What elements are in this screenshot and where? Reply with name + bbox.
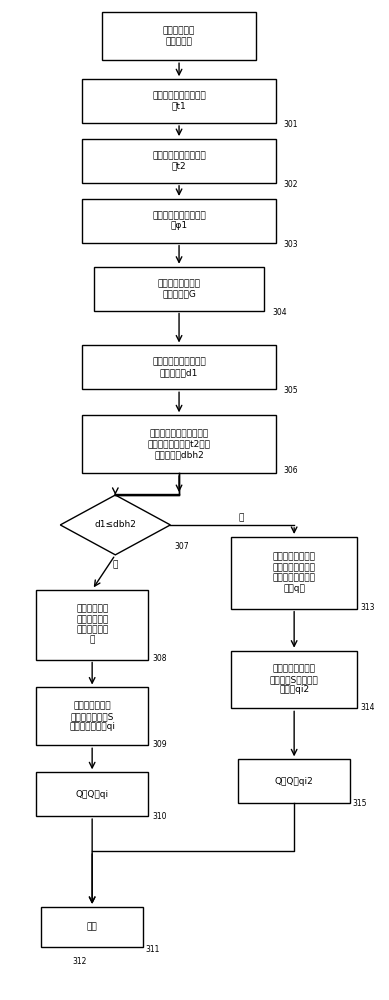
Text: 计算无冷凝水
凝结的进、出
口湿空气的焓
值: 计算无冷凝水 凝结的进、出 口湿空气的焓 值 [76, 605, 108, 645]
Text: 306: 306 [283, 466, 298, 475]
Polygon shape [60, 495, 170, 555]
Text: 312: 312 [73, 957, 87, 966]
FancyBboxPatch shape [36, 590, 148, 660]
FancyBboxPatch shape [82, 199, 276, 243]
Text: 305: 305 [283, 386, 298, 395]
Text: 读进口温度传感器测得
的t1: 读进口温度传感器测得 的t1 [152, 91, 206, 111]
Text: 查表得风机盘管空气出口
处的湿空气在温度t2时的
饱和含湿量dbh2: 查表得风机盘管空气出口 处的湿空气在温度t2时的 饱和含湿量dbh2 [147, 429, 210, 459]
Text: 初始化计算供
冷量子程序: 初始化计算供 冷量子程序 [163, 27, 195, 46]
FancyBboxPatch shape [82, 415, 276, 473]
Text: 计算无冷凝水凝
结的风机盘管在S
时间段的供冷量qi: 计算无冷凝水凝 结的风机盘管在S 时间段的供冷量qi [69, 701, 115, 731]
Text: 读取风量检测装置
测得的风量G: 读取风量检测装置 测得的风量G [158, 279, 201, 298]
FancyBboxPatch shape [82, 79, 276, 123]
Text: 315: 315 [353, 799, 367, 808]
Text: 307: 307 [175, 542, 189, 551]
FancyBboxPatch shape [82, 345, 276, 389]
FancyBboxPatch shape [82, 139, 276, 183]
Text: 读进口湿度传感器测得
的φ1: 读进口湿度传感器测得 的φ1 [152, 211, 206, 230]
FancyBboxPatch shape [36, 772, 148, 816]
Text: 计算有冷凝水凝结
的进、出口湿空气
的焓值和冷凝水的
热量q水: 计算有冷凝水凝结 的进、出口湿空气 的焓值和冷凝水的 热量q水 [273, 553, 315, 593]
Text: 301: 301 [283, 120, 298, 129]
FancyBboxPatch shape [231, 651, 357, 708]
Text: Q＝Q＋qi2: Q＝Q＋qi2 [275, 777, 314, 786]
Text: 是: 是 [113, 560, 118, 569]
Text: 返回: 返回 [87, 922, 98, 931]
Text: 314: 314 [361, 703, 375, 712]
Text: 303: 303 [283, 240, 298, 249]
Text: 313: 313 [361, 603, 375, 612]
Text: d1≤dbh2: d1≤dbh2 [95, 520, 136, 529]
Text: 302: 302 [283, 180, 298, 189]
FancyBboxPatch shape [41, 907, 143, 947]
FancyBboxPatch shape [231, 537, 357, 609]
FancyBboxPatch shape [94, 267, 264, 311]
Text: 304: 304 [273, 308, 287, 317]
Text: 计算有冷凝水的风
机盘管在S时间段的
供冷量qi2: 计算有冷凝水的风 机盘管在S时间段的 供冷量qi2 [270, 665, 319, 694]
FancyBboxPatch shape [238, 759, 350, 803]
Text: 否: 否 [238, 513, 244, 522]
Text: 310: 310 [153, 812, 167, 821]
Text: Q＝Q＋qi: Q＝Q＋qi [75, 790, 109, 799]
Text: 读出口温度传感器测得
的t2: 读出口温度传感器测得 的t2 [152, 151, 206, 171]
FancyBboxPatch shape [102, 12, 256, 60]
Text: 311: 311 [145, 945, 159, 954]
FancyBboxPatch shape [36, 687, 148, 745]
Text: 309: 309 [153, 740, 167, 749]
Text: 308: 308 [153, 654, 167, 663]
Text: 计算风机盘管进口湿空
气的含湿量d1: 计算风机盘管进口湿空 气的含湿量d1 [152, 358, 206, 377]
